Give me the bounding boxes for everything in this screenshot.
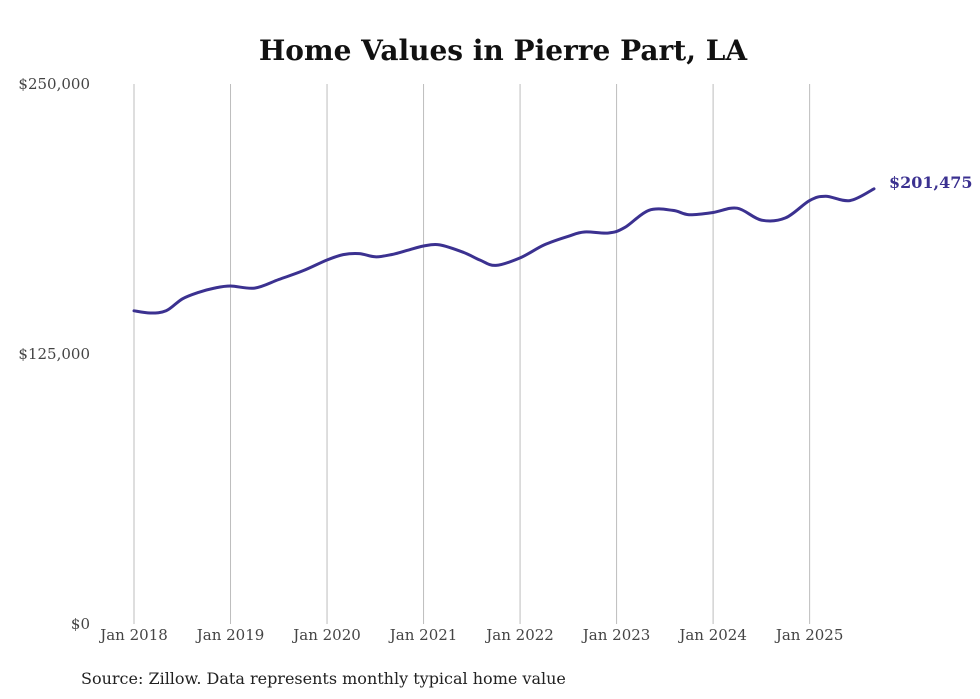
x-tick-label: Jan 2021: [388, 626, 458, 644]
data-point: [623, 226, 627, 230]
data-point: [462, 250, 466, 254]
x-tick-label: Jan 2024: [677, 626, 747, 644]
y-tick-label: $125,000: [18, 345, 90, 363]
data-point: [542, 243, 546, 247]
data-point: [518, 256, 522, 260]
x-tick-label: Jan 2022: [484, 626, 554, 644]
x-axis-ticks: Jan 2018 Jan 2019 Jan 2020 Jan 2021 Jan 2022…: [98, 626, 843, 644]
data-point: [711, 211, 715, 215]
data-point: [582, 230, 586, 234]
home-value-line: [132, 187, 876, 315]
data-point: [566, 234, 570, 238]
data-point: [647, 208, 651, 212]
data-point: [759, 218, 763, 222]
data-point: [180, 297, 184, 301]
data-point: [229, 284, 233, 288]
data-point: [196, 290, 200, 294]
data-point: [389, 253, 393, 257]
y-tick-label: $250,000: [18, 75, 90, 93]
data-point: [607, 231, 611, 235]
y-tick-label: $0: [71, 615, 90, 633]
data-point: [253, 286, 257, 290]
data-point: [478, 258, 482, 262]
data-point: [325, 258, 329, 262]
home-value-points: [132, 187, 876, 315]
data-point: [422, 244, 426, 248]
data-point: [405, 248, 409, 252]
x-tick-label: Jan 2019: [195, 626, 265, 644]
data-point: [808, 199, 812, 203]
data-point: [848, 199, 852, 203]
grid-lines: [133, 84, 811, 624]
data-point: [164, 309, 168, 313]
data-point: [735, 206, 739, 210]
data-point: [373, 255, 377, 259]
data-point: [671, 208, 675, 212]
data-point: [872, 187, 876, 191]
data-point: [824, 194, 828, 198]
x-tick-label: Jan 2023: [581, 626, 651, 644]
chart-title: Home Values in Pierre Part, LA: [259, 34, 749, 67]
data-point: [132, 309, 136, 313]
data-point: [341, 253, 345, 257]
data-point: [687, 213, 691, 217]
latest-value-label: $201,475: [889, 173, 973, 192]
data-point: [212, 286, 216, 290]
data-point: [148, 311, 152, 315]
source-note: Source: Zillow. Data represents monthly …: [81, 669, 566, 688]
data-point: [783, 216, 787, 220]
data-point: [301, 269, 305, 273]
y-axis-ticks: $0 $125,000 $250,000: [18, 75, 90, 633]
x-tick-label: Jan 2025: [774, 626, 844, 644]
data-point: [357, 252, 361, 256]
data-point: [277, 277, 281, 281]
x-tick-label: Jan 2020: [291, 626, 361, 644]
data-point: [494, 263, 498, 267]
x-tick-label: Jan 2018: [98, 626, 168, 644]
data-point: [438, 243, 442, 247]
